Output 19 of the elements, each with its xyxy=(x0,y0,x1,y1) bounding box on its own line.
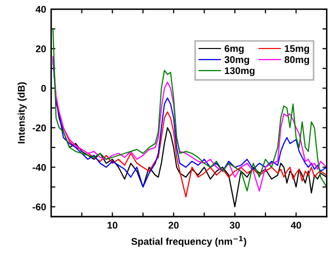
line-series xyxy=(55,103,327,198)
legend-label: 30mg xyxy=(224,56,250,66)
y-tick-label: -20 xyxy=(32,124,46,132)
legend-label: 15mg xyxy=(284,45,310,54)
y-tick-label: -60 xyxy=(32,203,46,210)
x-tick-label: 40 xyxy=(290,222,302,229)
x-axis-title: Spatial frequency (nm$^{−1}$) xyxy=(131,236,246,247)
x-tick-label: 20 xyxy=(168,222,179,229)
y-tick-label: 0 xyxy=(41,84,46,92)
x-tick-label: 30 xyxy=(230,222,240,229)
legend-label: 80mg xyxy=(284,56,310,66)
y-tick-label: 40 xyxy=(36,6,46,13)
x-tick-label: 10 xyxy=(108,222,118,229)
y-tick-label: -40 xyxy=(32,164,46,171)
legend-label: 130mg xyxy=(224,67,254,76)
line-series xyxy=(52,28,327,192)
y-tick-label: 20 xyxy=(36,45,46,52)
legend-label: 6mg xyxy=(224,45,244,54)
y-axis-title: Intensity (dB) xyxy=(18,82,27,144)
